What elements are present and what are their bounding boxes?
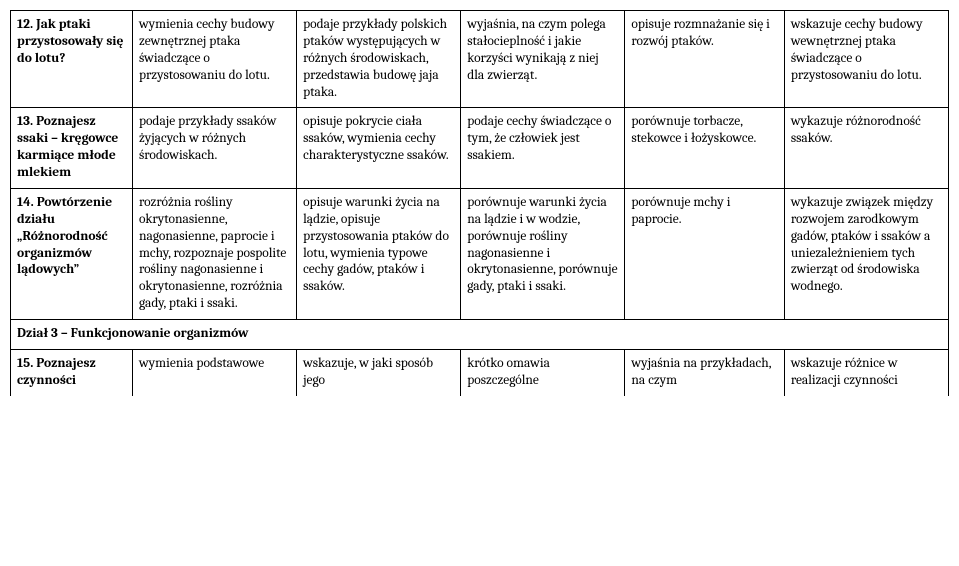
level-cell: opisuje warunki życia na lądzie, opisuje… [297,188,461,319]
level-cell: wykazuje związek między rozwojem zarodko… [784,188,948,319]
topic-cell: 13. Poznajesz ssaki – kręgowce karmiące … [11,108,133,189]
topic-cell: 14. Powtórzenie działu „Różnorodność org… [11,188,133,319]
level-cell: opisuje pokrycie ciała ssaków, wymienia … [297,108,461,189]
level-cell: porównuje mchy i paprocie. [625,188,784,319]
table-row: 13. Poznajesz ssaki – kręgowce karmiące … [11,108,949,189]
section-row: Dział 3 – Funkcjonowanie organizmów [11,320,949,350]
table-row: 14. Powtórzenie działu „Różnorodność org… [11,188,949,319]
section-title-cell: Dział 3 – Funkcjonowanie organizmów [11,320,949,350]
level-cell: wskazuje, w jaki sposób jego [297,349,461,395]
level-cell: wymienia podstawowe [132,349,296,395]
table-row: 12. Jak ptaki przystosowały się do lotu?… [11,11,949,108]
level-cell: porównuje torbacze, stekowce i łożyskowc… [625,108,784,189]
level-cell: wskazuje cechy budowy wewnętrznej ptaka … [784,11,948,108]
level-cell: wskazuje różnice w realizacji czynności [784,349,948,395]
level-cell: krótko omawia poszczególne [461,349,625,395]
level-cell: wyjaśnia, na czym polega stałocieplność … [461,11,625,108]
table-row: 15. Poznajesz czynności wymienia podstaw… [11,349,949,395]
level-cell: porównuje warunki życia na lądzie i w wo… [461,188,625,319]
level-cell: wymienia cechy budowy zewnętrznej ptaka … [132,11,296,108]
curriculum-table: 12. Jak ptaki przystosowały się do lotu?… [10,10,949,396]
level-cell: podaje przykłady ssaków żyjących w różny… [132,108,296,189]
level-cell: wykazuje różnorodność ssaków. [784,108,948,189]
level-cell: podaje cechy świadczące o tym, że człowi… [461,108,625,189]
topic-cell: 15. Poznajesz czynności [11,349,133,395]
level-cell: opisuje rozmnażanie się i rozwój ptaków. [625,11,784,108]
level-cell: rozróżnia rośliny okrytonasienne, nagona… [132,188,296,319]
topic-cell: 12. Jak ptaki przystosowały się do lotu? [11,11,133,108]
level-cell: wyjaśnia na przykładach, na czym [625,349,784,395]
level-cell: podaje przykłady polskich ptaków występu… [297,11,461,108]
